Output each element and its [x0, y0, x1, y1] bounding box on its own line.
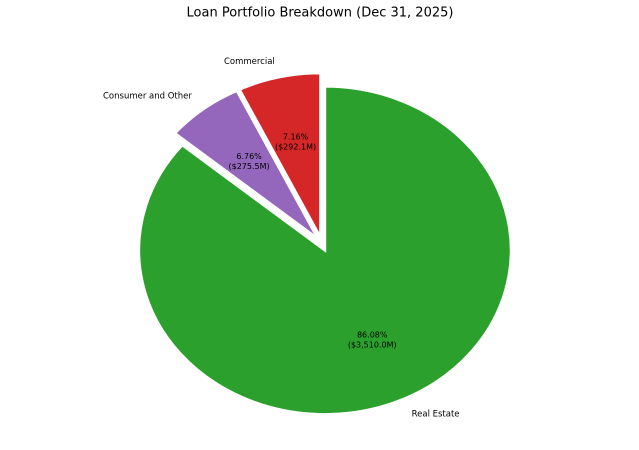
slice-label: Consumer and Other [103, 92, 192, 102]
chart-title: Loan Portfolio Breakdown (Dec 31, 2025) [187, 6, 454, 21]
slice-label: Real Estate [412, 409, 460, 419]
pie-slice [137, 85, 513, 416]
pie-slice [237, 71, 322, 238]
value-label: 6.76% ($275.5M) [229, 151, 270, 170]
slice-label: Commercial [224, 57, 275, 67]
value-label: 7.16% ($292.1M) [275, 132, 316, 151]
value-label: 86.08% ($3,510.0M) [348, 330, 397, 349]
pie-slice [173, 89, 319, 240]
